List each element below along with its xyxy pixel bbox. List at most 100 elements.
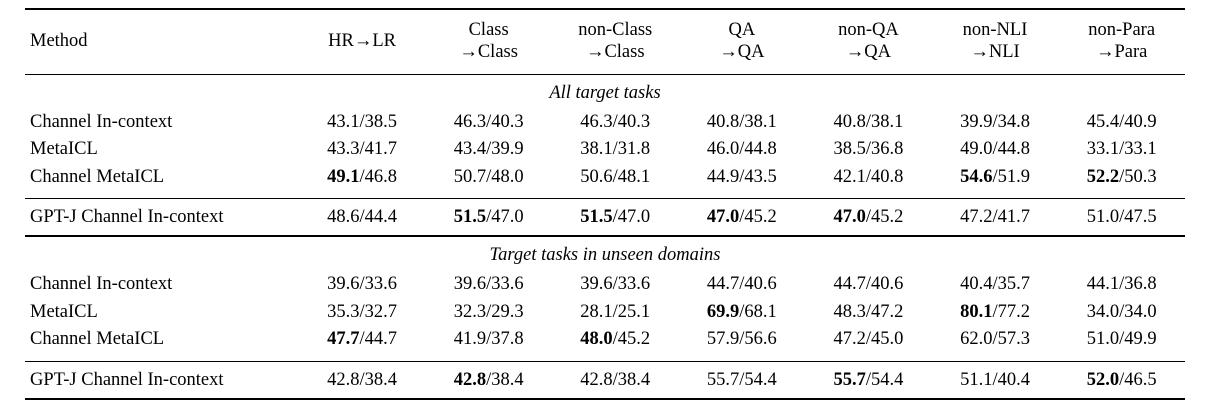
score-cell: 44.1/36.8: [1086, 274, 1157, 295]
score-cell: 46.0/44.8: [706, 139, 777, 160]
score-cell: 49.0/44.8: [960, 139, 1030, 160]
score-cell: 34.0/34.0: [1086, 301, 1157, 322]
score-second: 34.8: [997, 111, 1030, 132]
method-cell: MetaICL: [30, 301, 98, 322]
score-second: 25.1: [617, 301, 651, 322]
column-header-line: →NLI: [970, 41, 1020, 62]
column-header-line: Method: [30, 30, 88, 51]
score-first: 40.8: [833, 111, 866, 132]
score-second: 43.5: [744, 166, 777, 187]
score-first: 48.0: [580, 329, 613, 350]
score-first: 49.0: [960, 139, 993, 160]
score-second: 38.4: [364, 369, 397, 390]
score-first: 47.7: [327, 329, 360, 350]
column-header: non-NLI →NLI: [932, 9, 1059, 74]
score-first: 48.6: [327, 207, 360, 228]
score-cell: 47.0/45.2: [833, 207, 904, 228]
score-first: 51.5: [580, 207, 613, 228]
score-first: 33.1: [1086, 139, 1120, 160]
score-cell: 55.7/54.4: [833, 369, 904, 390]
score-second: 68.1: [744, 301, 777, 322]
column-header-line: HR→LR: [328, 30, 396, 51]
score-second: 44.4: [364, 207, 397, 228]
score-first: 28.1: [580, 301, 613, 322]
score-cell: 50.7/48.0: [453, 166, 524, 187]
score-first: 46.0: [706, 139, 740, 160]
score-second: 36.8: [870, 139, 904, 160]
score-second: 48.1: [617, 166, 651, 187]
score-second: 45.2: [617, 329, 651, 350]
column-header-line: non-NLI: [962, 20, 1028, 40]
score-first: 48.3: [833, 301, 866, 322]
score-first: 51.0: [1086, 207, 1120, 228]
score-second: 40.8: [870, 166, 904, 187]
score-cell: 32.3/29.3: [453, 301, 524, 322]
score-cell: 52.0/46.5: [1086, 369, 1157, 390]
score-cell: 39.9/34.8: [960, 111, 1030, 132]
score-first: 43.3: [327, 139, 360, 160]
score-second: 77.2: [997, 301, 1030, 322]
section-title-row: All target tasks: [25, 74, 1185, 109]
column-header-line: non-Class: [578, 20, 653, 40]
score-first: 40.8: [706, 111, 740, 132]
column-header-line: →QA: [719, 41, 765, 62]
score-first: 43.4: [453, 139, 487, 160]
results-table: Method HR→LR Class →Class non-Class →Class QA →…: [25, 8, 1185, 400]
table-row: Channel In-context 39.6/33.6 39.6/33.6 39.6…: [25, 271, 1185, 299]
score-cell: 51.5/47.0: [453, 207, 524, 228]
table-row: Channel In-context 43.1/38.5 46.3/40.3 46.3…: [25, 109, 1185, 137]
score-cell: 44.7/40.6: [706, 274, 777, 295]
method-cell: Channel MetaICL: [30, 166, 165, 187]
score-first: 34.0: [1086, 301, 1120, 322]
score-cell: 42.8/38.4: [327, 369, 397, 390]
score-second: 38.4: [617, 369, 651, 390]
score-second: 31.8: [617, 139, 651, 160]
score-first: 42.1: [833, 166, 866, 187]
score-second: 40.3: [617, 111, 651, 132]
score-first: 80.1: [960, 301, 993, 322]
score-cell: 43.1/38.5: [327, 111, 397, 132]
score-cell: 45.4/40.9: [1086, 111, 1157, 132]
section-title-row: Target tasks in unseen domains: [25, 236, 1185, 271]
score-first: 46.3: [580, 111, 613, 132]
score-cell: 51.0/49.9: [1086, 329, 1157, 350]
score-first: 39.6: [327, 274, 360, 295]
score-second: 54.4: [870, 369, 904, 390]
score-cell: 44.7/40.6: [833, 274, 904, 295]
score-cell: 51.0/47.5: [1086, 207, 1157, 228]
score-cell: 54.6/51.9: [960, 166, 1030, 187]
score-first: 42.8: [580, 369, 613, 390]
column-header-line: →Class: [459, 41, 518, 62]
score-first: 44.7: [706, 274, 740, 295]
score-second: 38.4: [491, 369, 524, 390]
score-cell: 55.7/54.4: [706, 369, 777, 390]
score-first: 41.9: [453, 329, 487, 350]
table-body: All target tasks Channel In-context 43.1/3…: [25, 74, 1185, 399]
score-cell: 40.8/38.1: [706, 111, 777, 132]
column-header-line: →QA: [845, 41, 892, 62]
column-header: non-Para →Para: [1058, 9, 1185, 74]
score-cell: 48.6/44.4: [327, 207, 397, 228]
score-second: 40.3: [491, 111, 524, 132]
score-first: 55.7: [706, 369, 740, 390]
score-second: 54.4: [744, 369, 777, 390]
method-cell: MetaICL: [30, 139, 98, 160]
score-first: 35.3: [327, 301, 360, 322]
score-cell: 62.0/57.3: [960, 329, 1030, 350]
column-header-method: Method: [25, 9, 299, 74]
score-first: 47.2: [960, 207, 993, 228]
score-second: 40.4: [997, 369, 1030, 390]
score-first: 51.0: [1086, 329, 1120, 350]
column-header-line: Class: [468, 20, 509, 40]
score-cell: 40.8/38.1: [833, 111, 904, 132]
score-first: 49.1: [327, 166, 360, 187]
score-cell: 47.0/45.2: [706, 207, 777, 228]
score-second: 38.5: [364, 111, 397, 132]
score-first: 47.0: [706, 207, 740, 228]
column-header-line: non-Para: [1088, 20, 1156, 40]
column-header: HR→LR: [299, 9, 426, 74]
score-second: 38.1: [870, 111, 904, 132]
score-cell: 38.5/36.8: [833, 139, 904, 160]
score-cell: 44.9/43.5: [706, 166, 777, 187]
score-first: 52.0: [1086, 369, 1120, 390]
